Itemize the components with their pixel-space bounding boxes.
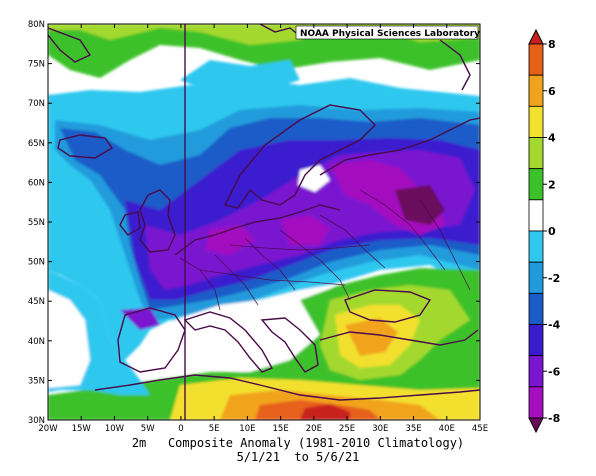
lon-tick-label: 0 [178, 424, 183, 434]
lon-tick-label: 10E [239, 424, 255, 434]
colorbar-label: 4 [548, 132, 556, 145]
lon-tick-label: 20W [38, 424, 58, 434]
colorbar-label: -2 [548, 272, 560, 285]
lat-tick-label: 60N [28, 178, 45, 188]
colorbar-label: -8 [548, 412, 560, 425]
colorbar-segment [528, 261, 544, 294]
colorbar-segment [528, 230, 544, 263]
colorbar-label: -6 [548, 365, 561, 378]
colorbar-bottom-arrow [528, 417, 544, 434]
lon-tick-label: 15W [72, 424, 92, 434]
colorbar-segment [528, 199, 544, 232]
anomaly-shading [48, 24, 480, 420]
map-plot-area [48, 24, 480, 420]
colorbar-segment [528, 386, 544, 419]
colorbar: 8 6 4 2 0 -2 -4 -6 -8 [528, 28, 561, 434]
lon-tick-label: 20E [306, 424, 322, 434]
country-borders [179, 189, 471, 311]
lon-tick-label: 5W [141, 424, 155, 434]
colorbar-label: 2 [548, 178, 556, 191]
lat-tick-label: 45N [28, 297, 45, 307]
colorbar-segment [528, 105, 544, 138]
credit-text: NOAA Physical Sciences Laboratory [300, 29, 480, 39]
colorbar-label: 0 [548, 225, 556, 238]
colorbar-label: -4 [548, 319, 561, 332]
lon-tick-label: 35E [405, 424, 421, 434]
lat-tick-label: 80N [28, 20, 45, 30]
lat-tick-label: 50N [28, 258, 45, 268]
lon-tick-label: 45E [472, 424, 488, 434]
lat-tick-label: 75N [28, 60, 45, 70]
colorbar-segment [528, 324, 544, 357]
lon-tick-label: 30E [372, 424, 388, 434]
colorbar-segment [528, 355, 544, 388]
colorbar-segment [528, 43, 544, 76]
colorbar-segment [528, 74, 544, 107]
coastlines [48, 24, 480, 401]
colorbar-segment [528, 137, 544, 170]
lat-tick-label: 55N [28, 218, 45, 228]
longitude-axis: 20W 15W 10W 5W 0 5E 10E 15E 20E 25E 30E 35E 40E 45E [38, 24, 488, 434]
colorbar-label: 6 [548, 85, 556, 98]
colorbar-segment [528, 168, 544, 201]
colorbar-segment [528, 292, 544, 325]
lon-tick-label: 5E [209, 424, 220, 434]
lon-tick-label: 15E [273, 424, 289, 434]
caption-line-2: 5/1/21 to 5/6/21 [236, 450, 360, 464]
lat-tick-label: 35N [28, 376, 45, 386]
lon-tick-label: 10W [105, 424, 125, 434]
latitude-axis: 80N 75N 70N 65N 60N 55N 50N 45N 40N 35N 30N [28, 20, 480, 426]
lat-tick-label: 40N [28, 337, 45, 347]
caption-line-1: 2m Composite Anomaly (1981-2010 Climatol… [131, 436, 465, 450]
colorbar-top-arrow [528, 28, 544, 45]
lat-tick-label: 70N [28, 99, 45, 109]
lon-tick-label: 25E [339, 424, 355, 434]
lon-tick-label: 40E [439, 424, 455, 434]
lat-tick-label: 65N [28, 139, 45, 149]
lat-tick-label: 30N [28, 416, 45, 426]
colorbar-label: 8 [548, 38, 556, 51]
credit-box: NOAA Physical Sciences Laboratory [295, 25, 480, 40]
